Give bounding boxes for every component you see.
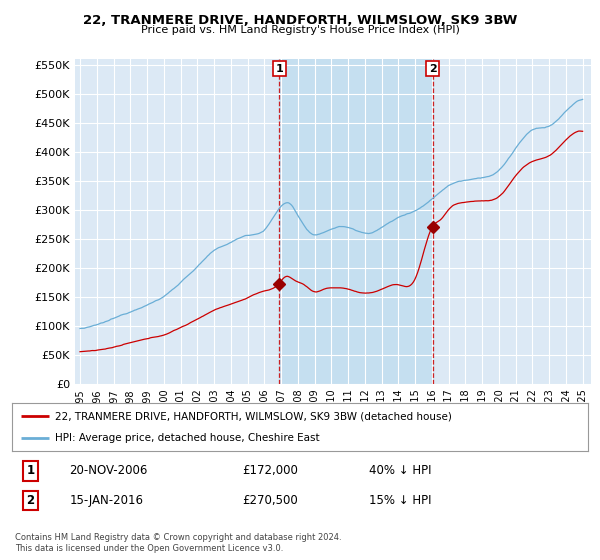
Text: HPI: Average price, detached house, Cheshire East: HPI: Average price, detached house, Ches… [55,433,320,443]
Text: 2: 2 [26,494,35,507]
Text: Price paid vs. HM Land Registry's House Price Index (HPI): Price paid vs. HM Land Registry's House … [140,25,460,35]
Text: 2: 2 [428,64,436,74]
Bar [279,59,433,384]
Text: 22, TRANMERE DRIVE, HANDFORTH, WILMSLOW, SK9 3BW: 22, TRANMERE DRIVE, HANDFORTH, WILMSLOW,… [83,14,517,27]
Text: 40% ↓ HPI: 40% ↓ HPI [369,464,431,478]
Text: 1: 1 [275,64,283,74]
Text: 1: 1 [26,464,35,478]
Text: 15% ↓ HPI: 15% ↓ HPI [369,494,431,507]
Text: 20-NOV-2006: 20-NOV-2006 [70,464,148,478]
Text: 22, TRANMERE DRIVE, HANDFORTH, WILMSLOW, SK9 3BW (detached house): 22, TRANMERE DRIVE, HANDFORTH, WILMSLOW,… [55,411,452,421]
Text: Contains HM Land Registry data © Crown copyright and database right 2024.
This d: Contains HM Land Registry data © Crown c… [15,533,341,553]
Text: £172,000: £172,000 [242,464,298,478]
Text: 15-JAN-2016: 15-JAN-2016 [70,494,143,507]
Text: £270,500: £270,500 [242,494,298,507]
